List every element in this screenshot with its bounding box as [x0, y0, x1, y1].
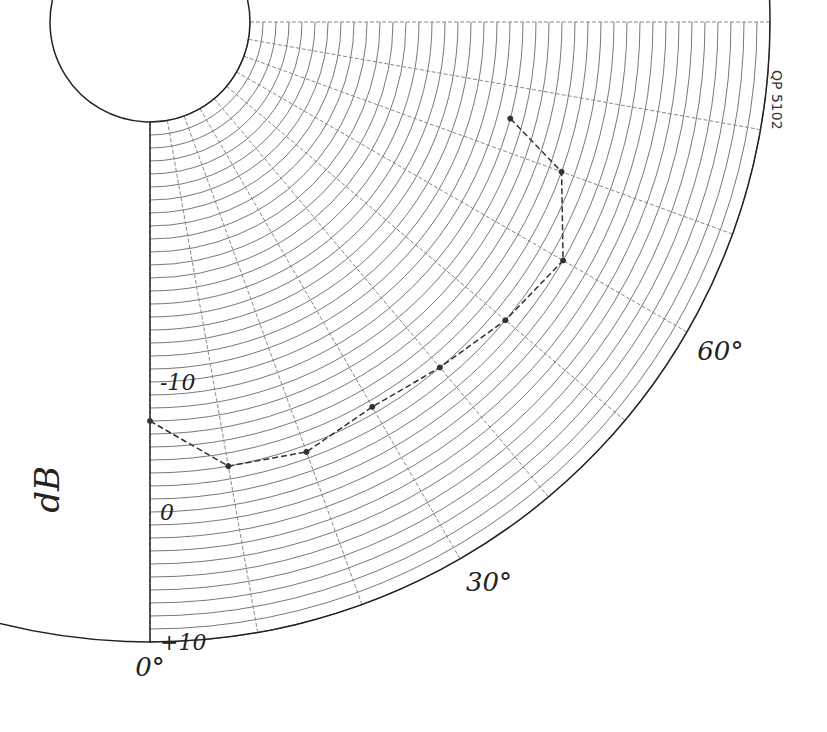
svg-text:0: 0 [160, 500, 174, 525]
svg-text:-10: -10 [160, 370, 195, 395]
svg-text:0°: 0° [135, 652, 165, 682]
svg-text:60°: 60° [697, 336, 743, 366]
svg-text:QP 5102: QP 5102 [769, 70, 785, 130]
svg-text:30°: 30° [466, 567, 512, 597]
svg-text:+10: +10 [160, 630, 206, 655]
svg-text:dB: dB [27, 466, 67, 513]
